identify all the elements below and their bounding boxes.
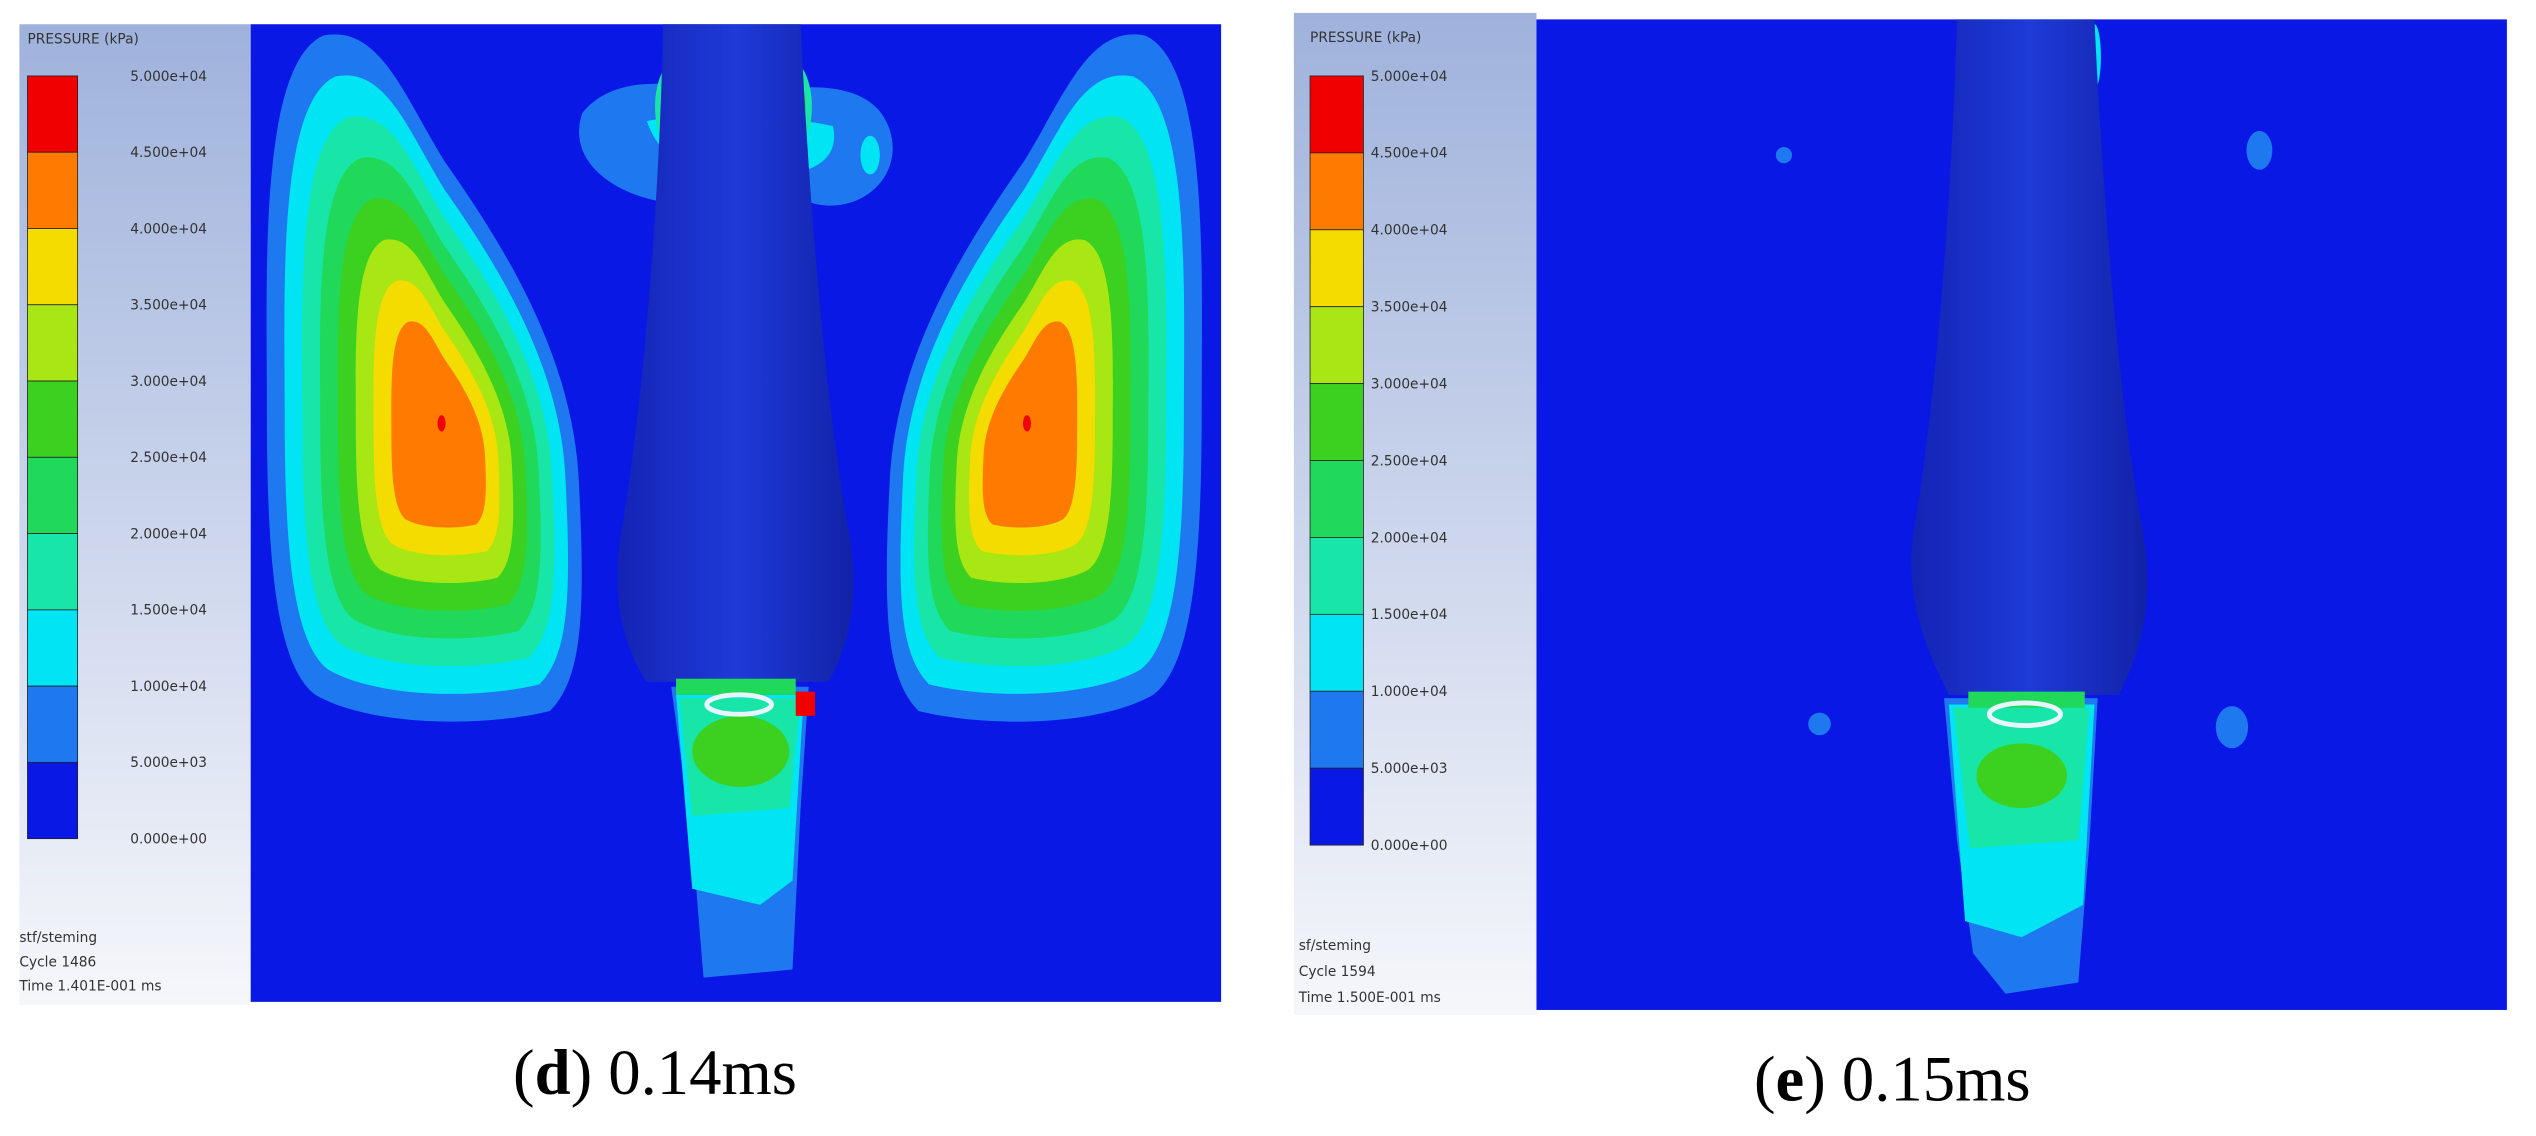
- legend-swatch: [27, 151, 79, 229]
- contour-region: [1022, 415, 1032, 432]
- caption-part: ) 0.15ms: [1804, 1042, 2030, 1114]
- right-pressure-lobe: [886, 34, 1203, 722]
- contour-region: [1976, 743, 2067, 808]
- legend-title: PRESSURE (kPa): [1310, 30, 1421, 46]
- legend-swatch: [1309, 229, 1364, 308]
- caption-part: ) 0.14ms: [571, 1036, 797, 1108]
- legend-swatch: [1309, 306, 1364, 385]
- legend-label: 0.000e+00: [1371, 838, 1448, 854]
- run-info: stf/steming: [19, 930, 97, 946]
- run-info: Cycle 1486: [19, 954, 96, 970]
- legend-label: 2.500e+04: [1371, 453, 1448, 469]
- legend-swatch: [1309, 537, 1364, 615]
- contour-region: [795, 691, 816, 716]
- legend-swatch: [27, 304, 79, 382]
- legend-label: 4.500e+04: [1371, 146, 1448, 162]
- legend-label: 5.000e+03: [1371, 761, 1448, 777]
- contour-region: [1808, 712, 1831, 736]
- legend-label: 1.000e+04: [130, 679, 207, 695]
- legend-label: 0.000e+00: [130, 832, 207, 848]
- legend-swatch: [1309, 613, 1364, 692]
- legend-label: 4.000e+04: [1371, 223, 1448, 239]
- legend-swatch: [27, 533, 79, 611]
- panel-d: PRESSURE (kPa) 5.000e+04 4.500e+04 4.000e+0…: [18, 24, 1222, 1006]
- legend-title: PRESSURE (kPa): [27, 32, 138, 48]
- caption-part: (: [1754, 1042, 1776, 1114]
- contour-region: [704, 692, 774, 717]
- legend-label: 1.500e+04: [1371, 607, 1448, 623]
- legend-swatch: [1309, 75, 1364, 154]
- contour-region: [1986, 700, 2063, 728]
- run-info: Cycle 1594: [1299, 964, 1376, 980]
- legend-swatch: [27, 380, 79, 458]
- legend-swatch: [27, 685, 79, 763]
- legend-label: 5.000e+03: [130, 755, 207, 771]
- legend-label: 5.000e+04: [1371, 69, 1448, 85]
- legend-label: 2.000e+04: [130, 526, 207, 542]
- needle-body: [617, 24, 854, 682]
- caption: (d) 0.14ms: [513, 1036, 797, 1108]
- legend-swatch: [27, 75, 79, 153]
- legend-swatch: [27, 228, 79, 306]
- left-pressure-lobe: [266, 34, 582, 722]
- legend-swatch: [1309, 152, 1364, 231]
- legend-swatch: [27, 456, 79, 534]
- legend-swatch: [1309, 767, 1364, 846]
- legend-label: 1.000e+04: [1371, 684, 1448, 700]
- legend-label: 3.000e+04: [1371, 376, 1448, 392]
- spray-plume: [1944, 691, 2098, 994]
- caption-part: (: [513, 1036, 535, 1108]
- legend-swatch: [27, 609, 79, 687]
- legend-label: 3.500e+04: [130, 298, 207, 314]
- legend-label: 1.500e+04: [130, 603, 207, 619]
- spray-plume: [671, 678, 816, 978]
- legend-label: 2.000e+04: [1371, 530, 1448, 546]
- run-info: sf/steming: [1299, 938, 1371, 954]
- legend-label: 3.000e+04: [130, 374, 207, 390]
- panel-e: PRESSURE (kPa) 5.000e+04 4.500e+04 4.000e+0…: [1293, 12, 2507, 1015]
- contour-region: [692, 715, 790, 787]
- contour-region: [676, 678, 796, 695]
- caption-part: e: [1776, 1042, 1805, 1114]
- needle-body: [1911, 19, 2148, 695]
- contour-region: [860, 135, 880, 175]
- legend-label: 3.500e+04: [1371, 300, 1448, 316]
- legend-swatch: [1309, 383, 1364, 461]
- run-info: Time 1.401E-001 ms: [18, 979, 161, 995]
- legend-label: 5.000e+04: [130, 69, 207, 85]
- legend-label: 4.500e+04: [130, 145, 207, 161]
- legend-swatch: [1309, 460, 1364, 538]
- legend-label: 2.500e+04: [130, 450, 207, 466]
- run-info: Time 1.500E-001 ms: [1298, 990, 1441, 1006]
- legend-swatch: [1309, 690, 1364, 769]
- contour-region: [2246, 130, 2273, 170]
- contour-region: [2215, 706, 2249, 749]
- caption: (e) 0.15ms: [1754, 1042, 2031, 1114]
- contour-region: [437, 415, 446, 432]
- contour-region: [1775, 147, 1793, 164]
- legend-label: 4.000e+04: [130, 221, 207, 237]
- legend-swatch: [27, 761, 79, 840]
- contour-region: [1968, 691, 2085, 708]
- caption-part: d: [535, 1036, 571, 1108]
